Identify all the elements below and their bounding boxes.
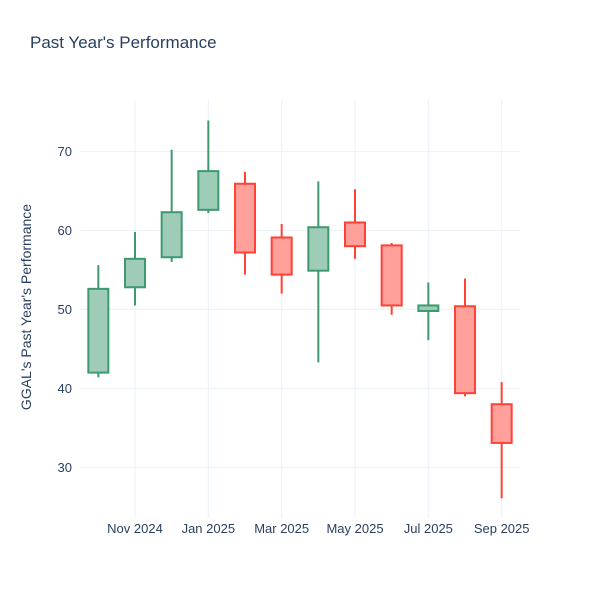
candle-mar-2025[interactable]	[270, 224, 293, 294]
candle-apr-2025[interactable]	[307, 181, 330, 363]
candle-oct-2024[interactable]	[87, 265, 110, 378]
candle-body	[417, 304, 440, 312]
candle-jun-2025[interactable]	[380, 243, 403, 315]
y-tick-label: 40	[58, 381, 72, 396]
candle-sep-2025[interactable]	[490, 382, 513, 499]
candle-feb-2025[interactable]	[234, 171, 256, 275]
y-tick-label: 70	[58, 144, 72, 159]
y-tick-label: 30	[58, 460, 72, 475]
x-tick-label: Jan 2025	[182, 521, 236, 536]
x-tick-label: Nov 2024	[107, 521, 163, 536]
candle-jan-2025[interactable]	[197, 120, 220, 213]
candle-body	[380, 244, 403, 307]
candle-body	[87, 287, 110, 374]
candle-body	[490, 403, 513, 444]
candle-body	[307, 226, 330, 272]
candle-nov-2024[interactable]	[124, 231, 146, 306]
chart-title: Past Year's Performance	[30, 33, 217, 52]
candle-body	[197, 170, 220, 211]
candle-jul-2025[interactable]	[417, 282, 440, 341]
y-tick-label: 50	[58, 302, 72, 317]
y-tick-label: 60	[58, 223, 72, 238]
candle-may-2025[interactable]	[344, 189, 366, 259]
x-tick-label: May 2025	[326, 521, 383, 536]
x-tick-label: Sep 2025	[474, 521, 530, 536]
candle-body	[454, 305, 476, 395]
candle-aug-2025[interactable]	[454, 278, 476, 397]
candle-body	[234, 182, 256, 254]
x-tick-label: Mar 2025	[254, 521, 309, 536]
candle-body	[124, 257, 146, 289]
candle-body	[270, 236, 293, 276]
x-tick-label: Jul 2025	[404, 521, 453, 536]
candle-body	[344, 221, 366, 248]
candle-dec-2024[interactable]	[160, 149, 183, 262]
candle-body	[160, 211, 183, 259]
